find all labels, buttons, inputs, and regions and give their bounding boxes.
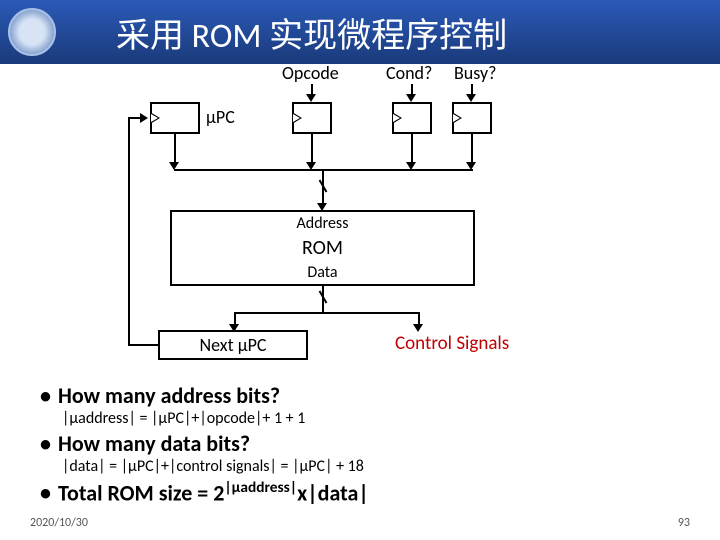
bullet-q2: •How many data bits?: [40, 430, 680, 457]
label-address: Address: [297, 214, 349, 233]
label-rom: ROM: [302, 236, 343, 260]
footer-date: 2020/10/30: [30, 516, 88, 530]
bullet-q1: •How many address bits?: [40, 382, 680, 409]
latch-upc: [150, 102, 200, 134]
label-data: Data: [307, 263, 337, 282]
bullet-a1: |μaddress| = |μPC|+|opcode|+ 1 + 1: [62, 409, 680, 428]
wire: [471, 134, 473, 164]
bullet-list: •How many address bits? |μaddress| = |μP…: [40, 380, 680, 506]
rom-box: Address ROM Data: [170, 210, 475, 286]
bullet-a2: |data| = |μPC|+|control signals| = |μPC|…: [62, 457, 680, 476]
bullet-q3: •Total ROM size = 2|μaddress|x|data|: [40, 478, 680, 506]
arrow-down-icon: [413, 324, 423, 332]
arrow-down-icon: [466, 94, 476, 102]
wire: [174, 134, 176, 164]
footer-page: 93: [678, 516, 690, 530]
wire-feedback: [128, 344, 158, 346]
label-upc: μPC: [206, 106, 235, 128]
wire: [311, 134, 313, 164]
rom-microcode-diagram: Opcode Cond? Busy? μPC Address ROM Data …: [0, 64, 720, 374]
latch-cond: [392, 102, 432, 134]
latch-busy: [452, 102, 492, 134]
label-next-upc: Next μPC: [199, 334, 266, 356]
wire: [234, 312, 420, 314]
university-logo: [8, 8, 56, 56]
next-upc-box: Next μPC: [158, 330, 308, 360]
slide-header: 采用 ROM 实现微程序控制: [0, 0, 720, 64]
latch-opcode: [292, 102, 332, 134]
label-cond: Cond?: [386, 62, 432, 84]
label-opcode: Opcode: [282, 62, 339, 84]
label-control-signals: Control Signals: [395, 332, 509, 355]
wire: [411, 134, 413, 164]
slide-title: 采用 ROM 实现微程序控制: [116, 8, 507, 57]
arrow-down-icon: [406, 94, 416, 102]
arrow-right-icon: [140, 113, 148, 123]
label-busy: Busy?: [454, 62, 496, 84]
arrow-down-icon: [306, 94, 316, 102]
wire-feedback: [128, 118, 130, 346]
